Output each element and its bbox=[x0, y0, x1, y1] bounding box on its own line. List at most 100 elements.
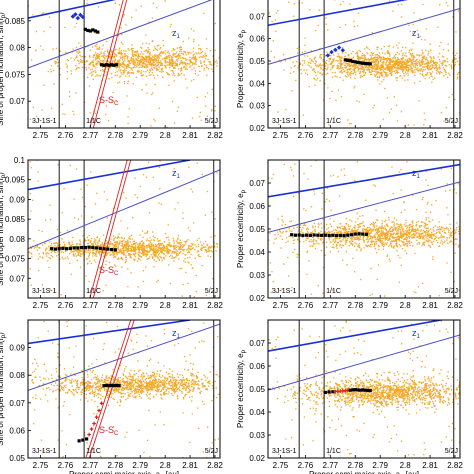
family-point bbox=[107, 68, 109, 70]
family-point bbox=[447, 228, 449, 230]
family-point bbox=[448, 96, 450, 98]
family-point bbox=[356, 235, 358, 237]
family-point bbox=[367, 47, 369, 49]
family-point bbox=[122, 244, 124, 246]
family-point bbox=[354, 242, 356, 244]
family-point bbox=[84, 240, 86, 242]
family-point bbox=[167, 236, 169, 238]
family-point bbox=[77, 52, 79, 55]
family-point bbox=[44, 243, 46, 245]
family-point bbox=[146, 61, 148, 63]
family-point bbox=[373, 57, 376, 59]
family-point bbox=[193, 39, 195, 41]
family-point bbox=[305, 72, 307, 74]
family-point bbox=[321, 242, 324, 244]
family-point bbox=[42, 253, 45, 255]
resonant-series-0 bbox=[325, 45, 346, 58]
family-point bbox=[129, 66, 131, 69]
family-point bbox=[373, 61, 376, 63]
family-point bbox=[103, 56, 105, 58]
family-point bbox=[140, 51, 142, 53]
family-point bbox=[440, 234, 443, 236]
family-point bbox=[349, 65, 351, 68]
family-point bbox=[75, 22, 78, 25]
family-point bbox=[404, 209, 406, 211]
family-point bbox=[400, 223, 402, 225]
family-point bbox=[31, 199, 34, 202]
family-point bbox=[183, 74, 185, 76]
family-point bbox=[396, 72, 399, 74]
family-point bbox=[122, 258, 124, 261]
family-point bbox=[148, 246, 151, 249]
family-point bbox=[320, 72, 322, 74]
family-point bbox=[373, 236, 376, 239]
family-point bbox=[305, 209, 307, 212]
family-point bbox=[173, 72, 175, 75]
family-point bbox=[418, 100, 420, 102]
family-point bbox=[62, 258, 64, 260]
family-point bbox=[341, 57, 343, 59]
family-point bbox=[439, 71, 442, 73]
family-point bbox=[443, 68, 446, 71]
family-point bbox=[57, 65, 59, 67]
family-point bbox=[134, 246, 136, 248]
x-tick-label: 2.82 bbox=[207, 301, 223, 310]
family-point bbox=[108, 261, 111, 263]
family-point bbox=[406, 58, 409, 60]
family-point bbox=[119, 248, 122, 250]
family-point bbox=[131, 238, 134, 240]
family-point bbox=[148, 244, 150, 246]
family-point bbox=[412, 54, 414, 56]
family-point bbox=[88, 248, 91, 250]
family-point bbox=[143, 63, 146, 65]
family-point bbox=[124, 60, 126, 62]
family-point bbox=[403, 244, 405, 247]
family-point bbox=[226, 58, 227, 59]
family-point bbox=[73, 217, 76, 219]
family-point bbox=[122, 55, 124, 58]
family-point bbox=[103, 191, 105, 193]
family-point bbox=[449, 223, 451, 225]
family-point bbox=[177, 60, 179, 62]
family-point bbox=[102, 245, 104, 248]
resonant-point bbox=[57, 247, 61, 251]
family-point bbox=[168, 245, 171, 247]
family-point bbox=[102, 251, 104, 253]
resonant-point bbox=[70, 14, 76, 19]
family-point bbox=[117, 34, 120, 37]
family-point bbox=[426, 74, 428, 76]
family-point bbox=[140, 64, 142, 66]
family-point bbox=[115, 243, 117, 245]
family-point bbox=[447, 242, 449, 244]
family-point bbox=[47, 260, 49, 262]
family-point bbox=[406, 62, 408, 64]
family-point bbox=[431, 71, 434, 73]
family-point bbox=[416, 67, 419, 69]
family-point bbox=[149, 58, 151, 60]
family-point bbox=[166, 71, 168, 74]
family-point bbox=[329, 251, 331, 253]
family-point bbox=[357, 244, 359, 246]
family-point bbox=[141, 55, 144, 57]
family-point bbox=[135, 51, 137, 53]
family-point bbox=[420, 38, 423, 41]
family-point bbox=[454, 61, 457, 64]
family-point bbox=[173, 122, 176, 124]
family-point bbox=[425, 170, 427, 173]
family-point bbox=[137, 257, 140, 259]
family-point bbox=[222, 62, 223, 63]
family-point bbox=[354, 228, 356, 230]
family-point bbox=[139, 251, 141, 253]
family-point bbox=[114, 244, 117, 246]
family-point bbox=[405, 233, 407, 235]
family-point bbox=[432, 60, 435, 62]
family-point bbox=[380, 68, 383, 70]
family-point bbox=[393, 55, 395, 57]
family-point bbox=[77, 218, 80, 220]
family-point bbox=[377, 229, 380, 231]
family-point bbox=[187, 227, 190, 229]
family-point bbox=[416, 29, 419, 32]
family-point bbox=[119, 240, 121, 242]
family-point bbox=[171, 252, 173, 254]
family-point bbox=[324, 65, 326, 68]
